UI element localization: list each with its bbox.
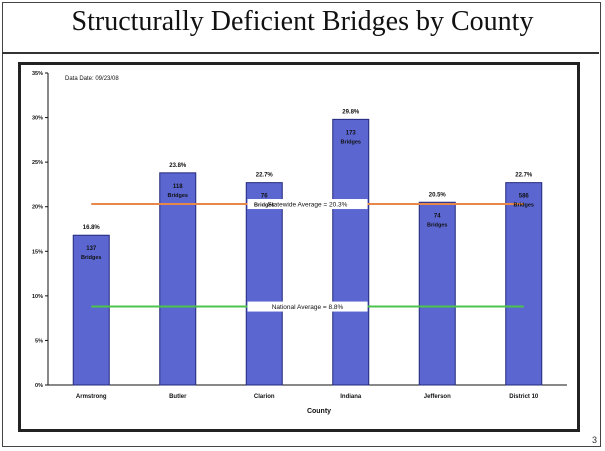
slide-title: Structurally Deficient Bridges by County xyxy=(71,6,534,37)
x-tick-label: Jefferson xyxy=(424,394,451,400)
y-tick-label: 5% xyxy=(35,338,43,344)
bar-value-label: 22.7% xyxy=(515,173,533,179)
bar-chart: 0% 5% 10% 15% 20% 25% 30% 35% Statewide Average… xyxy=(32,71,567,415)
title-divider xyxy=(2,52,599,54)
bar-unit-label: Bridges xyxy=(427,222,447,228)
y-tick-label: 35% xyxy=(32,71,43,77)
bar-value-label: 29.8% xyxy=(342,109,360,115)
bar-value-label: 22.7% xyxy=(256,173,274,179)
bar-count-label: 137 xyxy=(86,246,97,252)
bar-value-label: 20.5% xyxy=(429,192,447,198)
y-tick-label: 20% xyxy=(32,205,43,211)
bar-unit-label: Bridges xyxy=(341,139,361,145)
bar-count-label: 76 xyxy=(261,194,268,200)
statewide-average-label: Statewide Average = 20.3% xyxy=(268,202,348,209)
bar-count-label: 173 xyxy=(346,130,357,136)
bar xyxy=(159,172,197,386)
x-tick-label: Armstrong xyxy=(76,394,107,400)
bar-unit-label: Bridges xyxy=(514,203,534,209)
x-tick-label: Indiana xyxy=(340,394,362,400)
labels-layer: 16.8% 137 Bridges Armstrong 23.8% 118 Bridges B… xyxy=(76,109,539,400)
y-tick-label: 0% xyxy=(35,383,43,389)
bar xyxy=(245,182,283,386)
chart-container: 0% 5% 10% 15% 20% 25% 30% 35% Statewide Average… xyxy=(18,62,580,432)
slide-frame xyxy=(2,2,601,447)
bar-value-label: 16.8% xyxy=(83,225,101,231)
bar-count-label: 74 xyxy=(434,213,441,219)
axes-layer: 0% 5% 10% 15% 20% 25% 30% 35% xyxy=(32,71,567,389)
national-average-label: National Average = 8.8% xyxy=(272,304,344,311)
y-tick-label: 30% xyxy=(32,116,43,122)
bar-count-label: 118 xyxy=(173,184,183,190)
bar-unit-label: Bridges xyxy=(81,255,101,261)
x-tick-label: Butler xyxy=(169,394,187,400)
y-tick-label: 15% xyxy=(32,249,43,255)
bar-unit-label: Bridges xyxy=(254,203,274,209)
x-tick-label: Clarion xyxy=(254,394,275,400)
bar xyxy=(332,118,370,386)
x-tick-label: District 10 xyxy=(509,394,539,400)
x-axis-label: County xyxy=(307,408,331,415)
bar xyxy=(418,201,456,386)
bar xyxy=(505,182,543,386)
reference-label-background xyxy=(247,301,368,312)
y-tick-label: 10% xyxy=(32,294,43,300)
reference-lines-layer: Statewide Average = 20.3% National Averag… xyxy=(91,199,524,312)
reference-label-background xyxy=(247,199,368,210)
data-date-annotation: Data Date: 09/23/08 xyxy=(65,76,119,82)
bar xyxy=(72,234,110,386)
bars-layer xyxy=(72,118,543,386)
page-number: 3 xyxy=(591,435,597,445)
bar-unit-label: Bridges xyxy=(168,193,188,199)
y-tick-label: 25% xyxy=(32,160,43,166)
bar-count-label: 586 xyxy=(519,194,530,200)
bar-value-label: 23.8% xyxy=(169,163,187,169)
